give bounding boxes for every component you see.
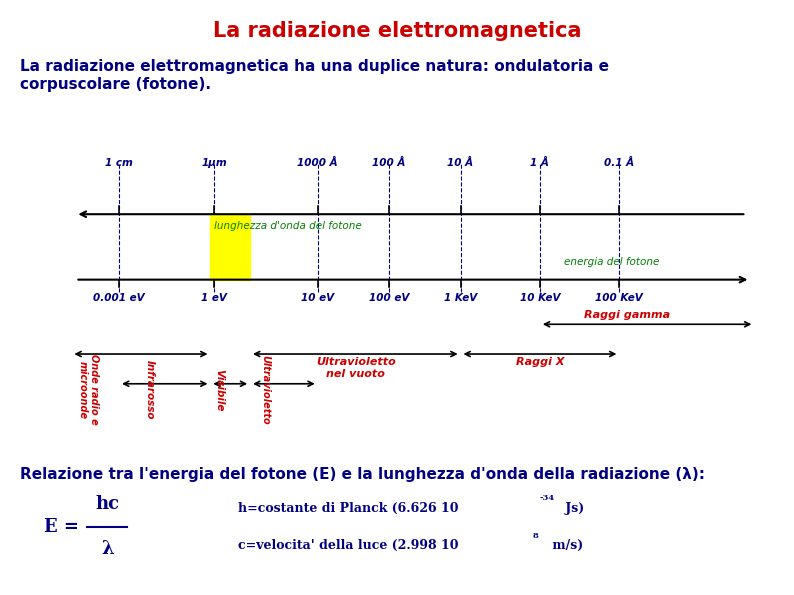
Text: lunghezza d'onda del fotone: lunghezza d'onda del fotone	[214, 221, 362, 231]
Text: Raggi gamma: Raggi gamma	[584, 309, 670, 320]
Bar	[210, 214, 250, 280]
Text: -34: -34	[540, 494, 555, 502]
Text: 1 Å: 1 Å	[530, 158, 549, 168]
Text: 1 eV: 1 eV	[202, 293, 227, 303]
Text: Infrarosso: Infrarosso	[145, 360, 155, 419]
Text: energia del fotone: energia del fotone	[564, 257, 659, 267]
Text: 10 eV: 10 eV	[301, 293, 334, 303]
Text: E =: E =	[44, 518, 85, 536]
Text: 10 Å: 10 Å	[448, 158, 473, 168]
Text: La radiazione elettromagnetica: La radiazione elettromagnetica	[213, 21, 581, 41]
Text: Ultravioletto: Ultravioletto	[260, 355, 270, 425]
Text: Js): Js)	[561, 502, 584, 515]
Text: Raggi X: Raggi X	[515, 357, 565, 367]
Text: 1 KeV: 1 KeV	[444, 293, 477, 303]
Text: 1μm: 1μm	[202, 158, 227, 168]
Text: λ: λ	[101, 540, 114, 558]
Text: h=costante di Planck (6.626 10: h=costante di Planck (6.626 10	[238, 502, 459, 515]
Text: 100 eV: 100 eV	[369, 293, 409, 303]
Text: 0.001 eV: 0.001 eV	[93, 293, 145, 303]
Text: 1000 Å: 1000 Å	[297, 158, 338, 168]
Text: Relazione tra l'energia del fotone (E) e la lunghezza d'onda della radiazione (λ: Relazione tra l'energia del fotone (E) e…	[20, 467, 705, 482]
Text: Ultravioletto
nel vuoto: Ultravioletto nel vuoto	[316, 357, 395, 380]
Text: 100 Å: 100 Å	[372, 158, 406, 168]
Text: 8: 8	[533, 531, 538, 540]
Text: 0.1 Å: 0.1 Å	[604, 158, 634, 168]
Text: 10 KeV: 10 KeV	[519, 293, 561, 303]
Text: La radiazione elettromagnetica ha una duplice natura: ondulatoria e
corpuscolare: La radiazione elettromagnetica ha una du…	[20, 60, 609, 92]
Text: Onde radio e
microonde: Onde radio e microonde	[78, 355, 99, 425]
Text: hc: hc	[95, 495, 119, 513]
Text: 1 cm: 1 cm	[106, 158, 133, 168]
Text: m/s): m/s)	[548, 539, 583, 552]
Text: Visibile: Visibile	[214, 368, 224, 411]
Text: 100 KeV: 100 KeV	[596, 293, 643, 303]
Text: c=velocita' della luce (2.998 10: c=velocita' della luce (2.998 10	[238, 539, 459, 552]
